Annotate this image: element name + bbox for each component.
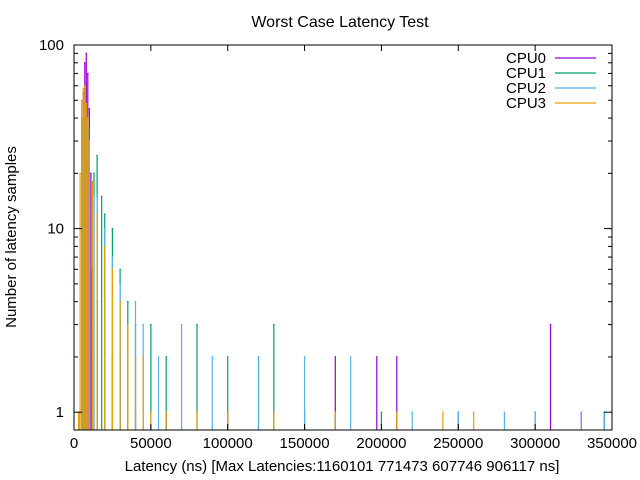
series-line [78, 85, 475, 430]
x-tick-label: 300000 [510, 435, 560, 452]
x-tick-label: 100000 [203, 435, 253, 452]
x-tick-label: 50000 [130, 435, 172, 452]
tick-layer: 0 50000 100000 150000 200000 250000 300000 3500… [39, 37, 637, 452]
y-tick-label: 10 [47, 221, 64, 238]
legend-label: CPU3 [506, 95, 546, 112]
legend-label: CPU1 [506, 65, 546, 82]
x-tick-label: 350000 [587, 435, 637, 452]
series-layer [77, 52, 606, 430]
series-cpu3 [77, 84, 475, 430]
x-tick-label: 150000 [280, 435, 330, 452]
legend-label: CPU2 [506, 80, 546, 97]
plot-frame [73, 44, 613, 431]
y-axis-label: Number of latency samples [3, 146, 20, 328]
x-tick-label: 0 [70, 435, 78, 452]
y-tick-label: 100 [39, 37, 64, 54]
legend-label: CPU0 [506, 50, 546, 67]
y-tick-label: 1 [56, 404, 64, 421]
chart-title: Worst Case Latency Test [251, 14, 429, 31]
x-tick-label: 200000 [356, 435, 406, 452]
x-axis-label: Latency (ns) [Max Latencies:1160101 7714… [125, 458, 560, 475]
x-tick-label: 250000 [433, 435, 483, 452]
